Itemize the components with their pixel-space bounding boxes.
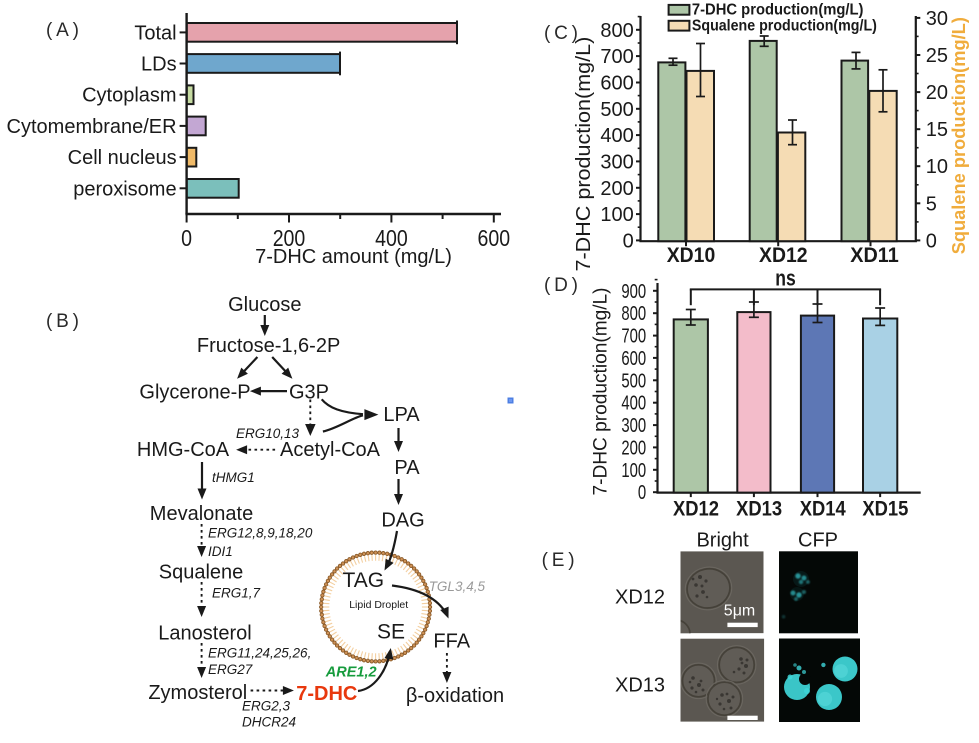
svg-text:ERG12,8,9,18,20: ERG12,8,9,18,20: [208, 526, 313, 541]
svg-text:( A ): ( A ): [46, 20, 79, 41]
svg-text:TGL3,4,5: TGL3,4,5: [429, 579, 486, 594]
svg-text:200: 200: [621, 436, 646, 459]
svg-text:LDs: LDs: [141, 54, 177, 76]
svg-text:( B ): ( B ): [46, 311, 79, 332]
svg-text:7-DHC production(mg/L): 7-DHC production(mg/L): [590, 288, 612, 496]
svg-text:TAG: TAG: [342, 569, 384, 592]
svg-text:XD12: XD12: [759, 244, 808, 267]
svg-text:700: 700: [600, 46, 633, 68]
svg-text:LPA: LPA: [383, 404, 420, 426]
svg-text:ERG2,3: ERG2,3: [242, 699, 291, 714]
svg-text:600: 600: [621, 347, 646, 370]
svg-text:ERG10,13: ERG10,13: [236, 426, 300, 441]
svg-text:7-DHC: 7-DHC: [296, 683, 357, 705]
svg-text:Cytomembrane/ER: Cytomembrane/ER: [7, 116, 177, 138]
svg-text:Squalene production(mg/L): Squalene production(mg/L): [948, 17, 969, 254]
svg-text:0: 0: [926, 230, 937, 252]
svg-text:Total: Total: [134, 22, 176, 44]
svg-text:500: 500: [621, 369, 646, 392]
svg-text:7-DHC amount (mg/L): 7-DHC amount (mg/L): [255, 246, 452, 268]
svg-text:XD13: XD13: [615, 675, 665, 697]
svg-text:ERG11,24,25,26,: ERG11,24,25,26,: [208, 646, 311, 661]
svg-text:100: 100: [621, 459, 646, 482]
svg-text:XD14: XD14: [800, 497, 846, 521]
svg-text:XD12: XD12: [673, 497, 719, 521]
svg-text:15: 15: [926, 119, 948, 141]
svg-text:Bright: Bright: [696, 530, 749, 552]
svg-text:500: 500: [600, 99, 633, 121]
svg-text:0: 0: [623, 230, 634, 252]
svg-text:400: 400: [600, 125, 633, 147]
svg-text:FFA: FFA: [433, 631, 470, 653]
svg-text:Lanosterol: Lanosterol: [158, 623, 251, 645]
svg-text:ERG1,7: ERG1,7: [212, 586, 261, 601]
svg-text:XD12: XD12: [615, 587, 665, 609]
svg-text:ns: ns: [775, 266, 796, 291]
svg-text:800: 800: [621, 302, 646, 325]
svg-text:Glycerone-P: Glycerone-P: [139, 382, 250, 404]
svg-text:5: 5: [926, 193, 937, 215]
svg-text:600: 600: [600, 73, 633, 95]
svg-text:DAG: DAG: [381, 510, 424, 532]
svg-text:ARE1,2: ARE1,2: [325, 665, 377, 681]
svg-text:Cell nucleus: Cell nucleus: [68, 147, 177, 169]
svg-text:XD13: XD13: [736, 497, 782, 521]
svg-text:5μm: 5μm: [724, 603, 755, 620]
svg-text:Squalene production(mg/L): Squalene production(mg/L): [692, 18, 877, 35]
svg-text:7-DHC production(mg/L): 7-DHC production(mg/L): [692, 2, 864, 19]
svg-text:PA: PA: [394, 457, 420, 479]
svg-text:700: 700: [621, 325, 646, 348]
svg-text:Zymosterol: Zymosterol: [148, 682, 247, 704]
svg-text:XD10: XD10: [667, 244, 716, 267]
svg-text:( C ): ( C ): [544, 23, 578, 44]
svg-text:300: 300: [600, 151, 633, 173]
svg-text:XD11: XD11: [850, 244, 899, 267]
svg-text:Cytoplasm: Cytoplasm: [82, 85, 176, 107]
svg-text:300: 300: [621, 414, 646, 437]
svg-text:200: 200: [600, 178, 633, 200]
svg-text:10: 10: [926, 156, 948, 178]
svg-text:IDI1: IDI1: [208, 544, 233, 559]
svg-text:DHCR24: DHCR24: [242, 715, 296, 730]
svg-text:0: 0: [181, 225, 192, 251]
svg-text:Fructose-1,6-2P: Fructose-1,6-2P: [197, 335, 340, 357]
svg-text:900: 900: [621, 280, 646, 303]
svg-text:peroxisome: peroxisome: [73, 178, 176, 200]
svg-text:30: 30: [926, 8, 948, 30]
svg-text:0: 0: [638, 481, 646, 504]
svg-text:CFP: CFP: [798, 530, 838, 552]
svg-text:( E ): ( E ): [542, 550, 575, 571]
svg-text:7-DHC production(mg/L): 7-DHC production(mg/L): [573, 37, 595, 272]
svg-text:800: 800: [600, 20, 633, 42]
svg-text:tHMG1: tHMG1: [212, 470, 255, 485]
svg-text:β-oxidation: β-oxidation: [406, 685, 504, 707]
svg-text:XD15: XD15: [862, 497, 908, 521]
svg-text:HMG-CoA: HMG-CoA: [137, 439, 230, 461]
svg-text:Squalene: Squalene: [159, 562, 244, 584]
svg-text:Lipid Droplet: Lipid Droplet: [349, 599, 408, 611]
svg-text:Mevalonate: Mevalonate: [150, 503, 253, 525]
svg-text:Glucose: Glucose: [228, 294, 301, 316]
svg-text:25: 25: [926, 45, 948, 67]
svg-text:100: 100: [600, 204, 633, 226]
svg-text:400: 400: [621, 392, 646, 415]
svg-text:600: 600: [478, 225, 511, 251]
svg-text:20: 20: [926, 82, 948, 104]
svg-text:( D ): ( D ): [544, 275, 578, 296]
svg-text:ERG27: ERG27: [208, 662, 253, 677]
svg-text:SE: SE: [377, 621, 405, 644]
svg-text:Acetyl-CoA: Acetyl-CoA: [280, 439, 381, 461]
